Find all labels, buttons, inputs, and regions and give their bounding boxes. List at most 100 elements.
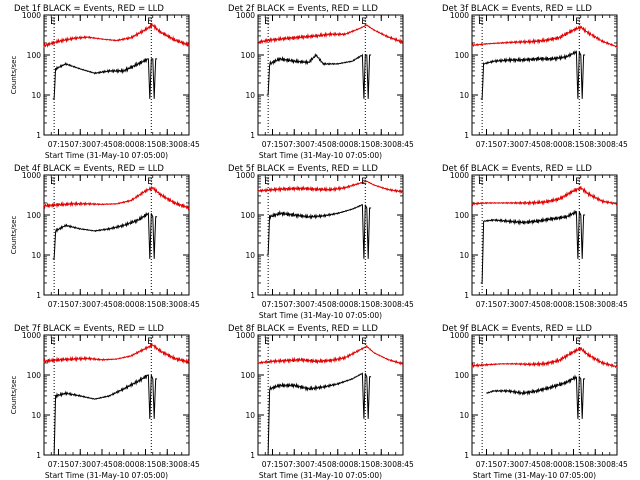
x-axis-label: Start Time (31-May-10 07:05:00) — [259, 471, 382, 480]
x-tick-label: 08:30 — [370, 460, 392, 469]
y-tick-label: 1000 — [22, 171, 41, 180]
x-tick-label: 07:30 — [497, 460, 519, 469]
x-tick-label: 07:45 — [91, 140, 113, 149]
x-tick-label: 08:15 — [563, 140, 585, 149]
events-rate-line — [266, 372, 372, 456]
x-tick-label: 07:30 — [69, 140, 91, 149]
x-tick-label: 07:30 — [283, 300, 305, 309]
x-tick-label: 08:45 — [178, 460, 200, 469]
chart-title: Det 1f BLACK = Events, RED = LLD — [14, 4, 164, 14]
y-tick-label: 10 — [245, 91, 255, 100]
chart-panel-9 — [471, 334, 618, 456]
x-tick-label: 07:15 — [476, 460, 498, 469]
x-tick-label: 08:45 — [606, 140, 628, 149]
plot-frame — [257, 174, 404, 296]
chart-panel-4 — [43, 174, 190, 296]
y-tick-label: 1000 — [22, 331, 41, 340]
event-marker-label: E — [50, 177, 56, 187]
events-rate-line — [52, 58, 158, 100]
events-rate-line — [480, 209, 586, 284]
y-tick-label: 10 — [245, 411, 255, 420]
chart-title: Det 2f BLACK = Events, RED = LLD — [228, 4, 378, 14]
event-marker-label: E — [478, 17, 484, 27]
x-tick-label: 08:15 — [135, 300, 157, 309]
x-tick-label: 08:30 — [370, 140, 392, 149]
y-tick-label: 1 — [36, 131, 41, 140]
y-tick-label: 100 — [455, 211, 470, 220]
x-tick-label: 07:15 — [262, 460, 284, 469]
chart-panel-8 — [257, 334, 404, 456]
x-tick-label: 08:00 — [113, 460, 135, 469]
x-tick-label: 08:30 — [584, 460, 606, 469]
x-tick-label: 07:45 — [519, 300, 541, 309]
x-tick-label: 08:30 — [370, 300, 392, 309]
chart-panel-6 — [471, 174, 618, 296]
x-tick-label: 07:45 — [519, 460, 541, 469]
y-tick-label: 100 — [455, 51, 470, 60]
y-tick-label: 10 — [459, 251, 469, 260]
y-tick-label: 1000 — [450, 11, 469, 20]
chart-title: Det 4f BLACK = Events, RED = LLD — [14, 164, 164, 174]
y-tick-label: 1000 — [236, 11, 255, 20]
y-tick-label: 1 — [250, 291, 255, 300]
lld-rate-line — [257, 24, 404, 45]
x-tick-label: 08:45 — [392, 140, 414, 149]
x-tick-label: 08:30 — [584, 300, 606, 309]
x-tick-label: 08:45 — [392, 300, 414, 309]
x-tick-label: 08:30 — [584, 140, 606, 149]
event-marker-label: E — [147, 177, 153, 187]
chart-title: Det 3f BLACK = Events, RED = LLD — [442, 4, 592, 14]
x-tick-label: 08:00 — [327, 140, 349, 149]
y-tick-label: 10 — [459, 411, 469, 420]
x-tick-label: 08:00 — [327, 300, 349, 309]
y-tick-label: 1 — [250, 131, 255, 140]
y-tick-label: 100 — [241, 211, 256, 220]
x-tick-label: 07:15 — [476, 300, 498, 309]
x-tick-label: 08:30 — [156, 300, 178, 309]
events-rate-line — [52, 211, 158, 260]
y-tick-label: 1 — [464, 451, 469, 460]
plot-frame — [471, 334, 618, 456]
x-tick-label: 07:30 — [283, 140, 305, 149]
y-tick-label: 10 — [31, 411, 41, 420]
x-tick-label: 07:15 — [48, 460, 70, 469]
x-tick-label: 07:45 — [91, 460, 113, 469]
plot-frame — [257, 334, 404, 456]
chart-panel-1 — [43, 14, 190, 136]
x-tick-label: 07:15 — [48, 300, 70, 309]
x-tick-label: 08:15 — [563, 460, 585, 469]
y-tick-label: 100 — [241, 51, 256, 60]
y-tick-label: 1 — [464, 131, 469, 140]
y-tick-label: 100 — [241, 371, 256, 380]
x-tick-label: 08:15 — [349, 460, 371, 469]
event-marker-label: E — [361, 337, 367, 347]
y-tick-label: 100 — [455, 371, 470, 380]
event-marker-label: E — [575, 337, 581, 347]
lld-rate-line — [257, 344, 404, 366]
x-tick-label: 08:30 — [156, 460, 178, 469]
events-rate-line — [486, 374, 586, 419]
x-tick-label: 07:15 — [476, 140, 498, 149]
lld-rate-line — [43, 185, 190, 211]
lld-rate-line — [257, 180, 404, 195]
lld-rate-line — [471, 346, 618, 369]
y-tick-label: 1 — [250, 451, 255, 460]
chart-title: Det 6f BLACK = Events, RED = LLD — [442, 164, 592, 174]
x-tick-label: 08:00 — [541, 140, 563, 149]
event-marker-label: E — [264, 17, 270, 27]
x-tick-label: 08:15 — [135, 140, 157, 149]
x-tick-label: 08:00 — [327, 460, 349, 469]
x-tick-label: 07:45 — [305, 140, 327, 149]
x-tick-label: 07:15 — [262, 140, 284, 149]
event-marker-label: E — [361, 17, 367, 27]
lld-rate-line — [471, 25, 618, 48]
event-marker-label: E — [575, 17, 581, 27]
y-tick-label: 1000 — [22, 11, 41, 20]
x-tick-label: 07:30 — [497, 300, 519, 309]
events-rate-line — [266, 53, 372, 99]
x-tick-label: 08:45 — [178, 140, 200, 149]
event-marker-label: E — [361, 177, 367, 187]
x-tick-label: 08:15 — [135, 460, 157, 469]
event-marker-label: E — [50, 17, 56, 27]
